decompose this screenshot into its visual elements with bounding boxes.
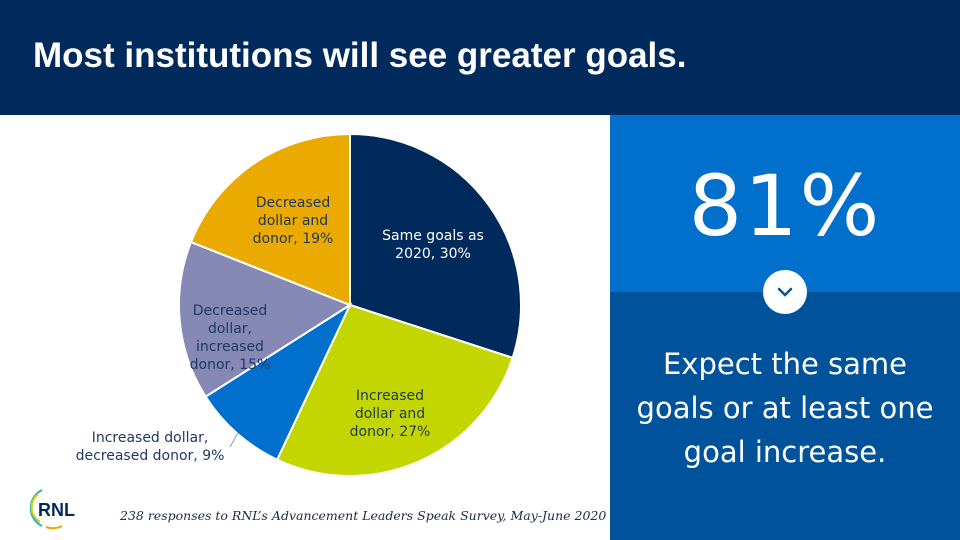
slice-label-line: dollar and: [258, 213, 328, 229]
slice-label-line: decreased donor, 9%: [76, 448, 225, 464]
pie-chart: Same goals as 2020, 30% Increased dollar an…: [76, 132, 522, 477]
stat-line: goal increase.: [683, 435, 887, 469]
slice-label-line: dollar,: [208, 321, 252, 337]
slice-label: Decreased dollar, increased donor, 15%: [190, 303, 271, 373]
slice-label-line: Decreased: [193, 303, 268, 319]
slice-label-line: Increased dollar,: [92, 430, 209, 446]
slice-label-line: Same goals as: [382, 228, 484, 244]
header-bar: Most institutions will see greater goals…: [0, 0, 960, 115]
slice-label-line: Increased: [356, 388, 424, 404]
rnl-logo: RNL: [28, 486, 88, 535]
pie-slice-2: [275, 303, 514, 477]
slice-label: Increased dollar, decreased donor, 9%: [76, 430, 225, 464]
slice-label-line: Decreased: [256, 195, 331, 211]
slice-label-line: increased: [196, 339, 264, 355]
stat-panel-top: 81%: [610, 115, 960, 292]
pie-slice-1: [349, 132, 522, 360]
pie-slice-4: [178, 240, 353, 399]
slice-label: Decreased dollar and donor, 19%: [253, 195, 334, 247]
slice-label: Same goals as 2020, 30%: [382, 228, 484, 262]
stat-line: goals or at least one: [636, 391, 934, 425]
slice-label-line: dollar and: [355, 406, 425, 422]
stat-value: 81%: [688, 157, 882, 255]
page-title: Most institutions will see greater goals…: [33, 36, 687, 75]
stat-panel-bottom: Expect the same goals or at least one go…: [610, 292, 960, 540]
chevron-down-icon: [763, 270, 807, 314]
slice-label-line: donor, 27%: [350, 424, 431, 440]
pie-slice-3: [204, 302, 353, 462]
slice-label-line: donor, 15%: [190, 357, 271, 373]
leader-line: [229, 432, 239, 448]
footnote: 238 responses to RNL’s Advancement Leade…: [120, 508, 607, 523]
slice-label: Increased dollar and donor, 27%: [350, 388, 431, 440]
pie-slice-5: [189, 132, 351, 307]
stat-line: Expect the same: [662, 347, 908, 381]
stat-description: Expect the same goals or at least one go…: [610, 342, 960, 474]
slice-label-line: donor, 19%: [253, 231, 334, 247]
slice-label-line: 2020, 30%: [395, 246, 471, 262]
logo-text: RNL: [38, 500, 75, 520]
